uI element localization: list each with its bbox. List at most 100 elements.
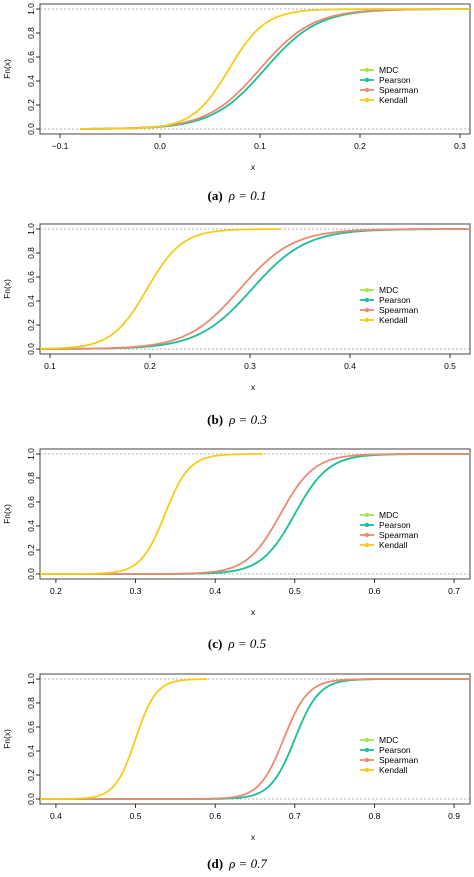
- x-tick-label: 0.2: [50, 586, 62, 596]
- y-tick-label: 1.0: [26, 448, 36, 460]
- caption-d-rho: ρ = 0.7: [229, 856, 267, 871]
- legend-marker-mdc: [364, 737, 370, 743]
- x-tick-label: −0.1: [52, 141, 69, 151]
- y-tick-label: 1.0: [26, 223, 36, 235]
- y-tick-label: 0.6: [26, 721, 36, 733]
- x-tick-label: 0.3: [130, 586, 142, 596]
- caption-b-rho: ρ = 0.3: [229, 412, 267, 427]
- x-tick-label: 0.4: [50, 811, 62, 821]
- y-tick-label: 0.8: [26, 697, 36, 709]
- x-tick-label: 0.1: [44, 361, 56, 371]
- legend-label-mdc: MDC: [379, 65, 398, 75]
- x-tick-label: 0.4: [209, 586, 221, 596]
- x-tick-label: 0.2: [354, 141, 366, 151]
- plot-frame: [39, 3, 471, 135]
- series-line-mdc: [79, 8, 470, 130]
- caption-a: (a) ρ = 0.1: [0, 188, 474, 204]
- caption-d: (d) ρ = 0.7: [0, 856, 474, 872]
- x-tick-label: 0.5: [444, 361, 456, 371]
- legend-marker-spearman: [364, 532, 370, 538]
- legend-marker-pearson: [364, 747, 370, 753]
- y-tick-label: 0.2: [26, 769, 36, 781]
- x-axis-title: x: [251, 607, 256, 617]
- x-tick-label: 0.7: [289, 811, 301, 821]
- x-tick-label: 0.2: [144, 361, 156, 371]
- series-line-kendall: [40, 678, 208, 800]
- plot-b: 0.0 0.2 0.4 0.6 0.8 1.0 0.1 0.2 0.3 0.4 0.5 x Fn(x) M…: [2, 223, 471, 392]
- y-tick-label: 0.0: [26, 793, 36, 805]
- y-tick-label: 0.6: [26, 496, 36, 508]
- legend-label-spearman: Spearman: [379, 530, 418, 540]
- y-axis-title: Fn(x): [2, 59, 12, 79]
- legend-marker-spearman: [364, 757, 370, 763]
- series-line-kendall: [39, 228, 280, 350]
- x-tick-label: 0.3: [244, 361, 256, 371]
- legend-label-pearson: Pearson: [379, 295, 411, 305]
- legend-label-kendall: Kendall: [379, 95, 407, 105]
- y-tick-label: 0.0: [26, 123, 36, 135]
- caption-c: (c) ρ = 0.5: [0, 636, 474, 652]
- legend-label-pearson: Pearson: [379, 745, 411, 755]
- series-line-pearson: [40, 453, 470, 575]
- legend-marker-pearson: [364, 77, 370, 83]
- legend-label-mdc: MDC: [379, 735, 398, 745]
- y-tick-label: 0.4: [26, 745, 36, 757]
- figure-panel-d: 0.0 0.2 0.4 0.6 0.8 1.0 0.4 0.5 0.6 0.7 0.8 0.9 x Fn(…: [0, 670, 474, 877]
- legend-marker-kendall: [364, 317, 370, 323]
- y-tick-label: 0.8: [26, 247, 36, 259]
- legend-marker-pearson: [364, 522, 370, 528]
- plot-frame: [39, 448, 471, 580]
- y-tick-label: 0.2: [26, 99, 36, 111]
- plot-frame: [39, 223, 471, 355]
- x-tick-label: 0.1: [254, 141, 266, 151]
- caption-c-label: (c): [207, 636, 223, 651]
- y-tick-label: 1.0: [26, 673, 36, 685]
- legend-label-spearman: Spearman: [379, 755, 418, 765]
- x-tick-label: 0.3: [454, 141, 466, 151]
- x-tick-label: 0.0: [154, 141, 166, 151]
- legend-marker-kendall: [364, 767, 370, 773]
- y-tick-label: 0.4: [26, 75, 36, 87]
- caption-d-label: (d): [207, 856, 224, 871]
- y-tick-label: 0.4: [26, 520, 36, 532]
- legend-label-kendall: Kendall: [379, 540, 407, 550]
- plot-a: 0.0 0.2 0.4 0.6 0.8 1.0 −0.1 0.0 0.1 0.2 0.3 x Fn(x)…: [2, 3, 471, 172]
- y-tick-label: 0.2: [26, 544, 36, 556]
- x-tick-label: 0.5: [289, 586, 301, 596]
- series-line-spearman: [40, 453, 470, 575]
- y-tick-label: 0.4: [26, 295, 36, 307]
- y-tick-label: 0.2: [26, 319, 36, 331]
- y-axis-title: Fn(x): [2, 729, 12, 749]
- legend-marker-kendall: [364, 97, 370, 103]
- legend-marker-mdc: [364, 287, 370, 293]
- figure-panel-a: 0.0 0.2 0.4 0.6 0.8 1.0 −0.1 0.0 0.1 0.2 0.3 x Fn(x)…: [0, 0, 474, 215]
- series-line-pearson: [40, 228, 470, 350]
- legend-label-pearson: Pearson: [379, 520, 411, 530]
- legend-label-mdc: MDC: [379, 285, 398, 295]
- plot-frame: [39, 673, 471, 805]
- legend-marker-spearman: [364, 307, 370, 313]
- y-tick-label: 0.6: [26, 271, 36, 283]
- caption-c-rho: ρ = 0.5: [228, 636, 267, 651]
- caption-b: (b) ρ = 0.3: [0, 412, 474, 428]
- plot-c: 0.0 0.2 0.4 0.6 0.8 1.0 0.2 0.3 0.4 0.5 0.6 0.7 x Fn(…: [2, 448, 471, 617]
- x-tick-label: 0.5: [130, 811, 142, 821]
- legend-label-kendall: Kendall: [379, 315, 407, 325]
- series-line-spearman: [40, 678, 470, 800]
- x-tick-label: 0.9: [448, 811, 460, 821]
- caption-a-rho: ρ = 0.1: [228, 188, 267, 203]
- x-tick-label: 0.6: [209, 811, 221, 821]
- y-tick-label: 0.8: [26, 472, 36, 484]
- series-line-kendall: [80, 8, 470, 130]
- legend-marker-mdc: [364, 67, 370, 73]
- x-tick-label: 0.6: [369, 586, 381, 596]
- legend-marker-pearson: [364, 297, 370, 303]
- x-axis-title: x: [251, 382, 256, 392]
- legend-label-spearman: Spearman: [379, 305, 418, 315]
- series-line-mdc: [40, 228, 470, 350]
- figure-panel-c: 0.0 0.2 0.4 0.6 0.8 1.0 0.2 0.3 0.4 0.5 0.6 0.7 x Fn(…: [0, 445, 474, 660]
- legend-marker-spearman: [364, 87, 370, 93]
- y-axis-title: Fn(x): [2, 504, 12, 524]
- caption-a-label: (a): [207, 188, 223, 203]
- series-line-pearson: [40, 678, 470, 800]
